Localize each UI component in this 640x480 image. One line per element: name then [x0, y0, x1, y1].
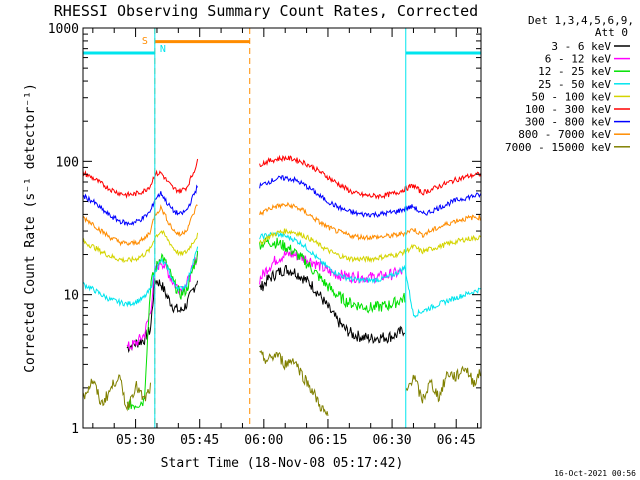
series-50-100-kev-line-1: [82, 229, 199, 264]
x-axis-label: Start Time (18-Nov-08 05:17:42): [161, 456, 404, 471]
y-axis-label: Corrected Count Rate (s⁻¹ detector⁻¹): [23, 83, 38, 373]
series-50-100-kev-line-2: [259, 227, 482, 264]
series-3-6-kev-line-1: [126, 278, 199, 354]
plot-layer: SN: [82, 28, 482, 428]
y-tick-label-10: 10: [63, 289, 79, 304]
legend-label-5: 50 - 100 keV: [532, 90, 612, 103]
series-12-25-kev-line-2: [259, 237, 406, 314]
series-300-800-kev-line-1: [82, 184, 199, 227]
series-7000-15000-kev-line-3: [405, 365, 482, 404]
footer-timestamp: 16-Oct-2021 00:56: [554, 469, 636, 478]
legend-header-line-2: Att 0: [595, 26, 628, 39]
x-tick-label-0545: 05:45: [180, 433, 219, 448]
series-25-50-kev-line-2: [259, 231, 482, 319]
series-800-7000-kev-line-2: [259, 201, 482, 241]
chart-title: RHESSI Observing Summary Count Rates, Co…: [54, 2, 478, 20]
legend-label-4: 25 - 50 keV: [538, 78, 611, 91]
x-tick-label-0645: 06:45: [437, 433, 476, 448]
series-25-50-kev-line-1: [82, 246, 199, 308]
y-tick-label-1000: 1000: [48, 22, 79, 37]
series-300-800-kev-line-2: [259, 175, 482, 219]
legend-label-3: 12 - 25 keV: [538, 65, 611, 78]
series-100-300-kev-line-2: [259, 154, 482, 200]
legend-label-8: 800 - 7000 keV: [518, 128, 611, 141]
axes-layer: 1 10 100 1000 05:30 05:45 06:00 06:15 06:30 06:45…: [48, 22, 630, 448]
legend-label-2: 6 - 12 keV: [545, 53, 612, 66]
legend-label-7: 300 - 800 keV: [525, 116, 611, 129]
flag-label-saa: S: [142, 36, 148, 47]
x-tick-label-0630: 06:30: [373, 433, 412, 448]
legend-header-line-1: Det 1,3,4,5,6,9,: [528, 14, 634, 27]
series-6-12-kev-line-2: [259, 248, 406, 285]
legend-label-9: 7000 - 15000 keV: [505, 141, 611, 154]
legend-label-6: 100 - 300 keV: [525, 103, 611, 116]
series-3-6-kev-line-2: [259, 264, 406, 344]
text-layer: RHESSI Observing Summary Count Rates, Co…: [23, 2, 636, 478]
x-tick-label-0530: 05:30: [116, 433, 155, 448]
series-100-300-kev-line-1: [82, 158, 199, 199]
y-tick-label-1: 1: [71, 422, 79, 437]
flag-label-night: N: [160, 44, 166, 55]
series-7000-15000-kev-line-2: [259, 350, 329, 416]
series-800-7000-kev-line-1: [82, 204, 198, 247]
y-tick-label-100: 100: [56, 155, 79, 170]
plot-frame: [82, 27, 482, 429]
x-tick-label-0615: 06:15: [308, 433, 347, 448]
x-tick-label-0600: 06:00: [244, 433, 283, 448]
legend-label-1: 3 - 6 keV: [551, 40, 611, 53]
series-7000-15000-kev-line-1: [82, 374, 151, 412]
series-12-25-kev-line-1: [126, 250, 199, 411]
